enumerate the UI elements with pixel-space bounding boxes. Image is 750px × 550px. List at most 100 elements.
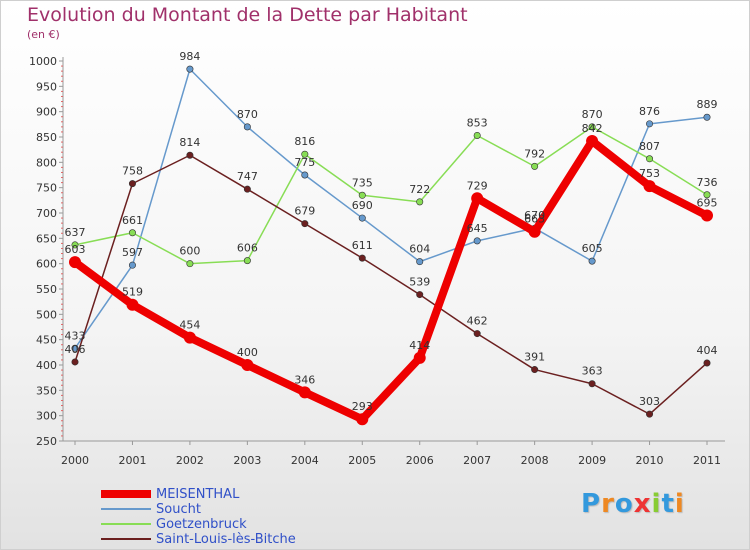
data-label: 454 — [179, 319, 200, 332]
legend-label: MEISENTHAL — [156, 487, 240, 502]
data-label: 870 — [582, 108, 603, 121]
data-label: 807 — [639, 140, 660, 153]
data-label: 293 — [352, 400, 373, 413]
data-point — [358, 214, 366, 222]
y-tick-label: 1000 — [29, 55, 57, 68]
data-point — [531, 162, 539, 170]
x-tick-label: 2003 — [233, 454, 261, 467]
data-point — [588, 380, 596, 388]
data-point — [301, 171, 309, 179]
series-saint-louis-l-s-bitche — [71, 151, 711, 418]
data-label: 661 — [122, 214, 143, 227]
series-line — [74, 126, 708, 265]
data-label: 775 — [294, 156, 315, 169]
x-tick-label: 2005 — [348, 454, 376, 467]
data-point — [701, 209, 713, 222]
data-labels-layer: 433 597 984 870 775 690 604 645 670 605 876 889 637 6… — [65, 50, 718, 413]
y-tick-label: 400 — [36, 359, 57, 372]
data-point — [416, 198, 424, 206]
data-label: 637 — [65, 226, 86, 239]
proxiti-logo: Proxiti — [581, 489, 685, 519]
data-label: 735 — [352, 176, 373, 189]
legend-swatch — [101, 490, 151, 498]
x-tick-label: 2007 — [463, 454, 491, 467]
data-point — [356, 413, 369, 426]
data-point — [473, 237, 481, 245]
y-tick-label: 300 — [36, 410, 57, 423]
data-point — [531, 366, 539, 374]
data-label: 876 — [639, 105, 660, 118]
data-label: 603 — [65, 243, 86, 256]
y-tick-label: 900 — [36, 106, 57, 119]
line-chart: 250 300 350 400 450 500 550 600 650 700 750 800 850 9… — [29, 50, 725, 467]
data-point — [358, 254, 366, 262]
x-tick-label: 2010 — [636, 454, 664, 467]
y-tick-label: 750 — [36, 182, 57, 195]
data-label: 519 — [122, 286, 143, 299]
data-label: 722 — [409, 183, 430, 196]
x-tick-label: 2009 — [578, 454, 606, 467]
data-label: 600 — [179, 245, 200, 258]
data-point — [301, 150, 309, 158]
data-label: 404 — [697, 344, 718, 357]
y-tick-label: 700 — [36, 207, 57, 220]
data-point — [243, 123, 251, 131]
data-label: 816 — [294, 135, 315, 148]
data-label: 814 — [179, 136, 200, 149]
chart-title: Evolution du Montant de la Dette par Hab… — [27, 4, 468, 26]
data-point — [471, 192, 484, 205]
data-point — [301, 220, 309, 228]
data-label: 604 — [409, 243, 430, 256]
x-tick-label: 2001 — [118, 454, 146, 467]
y-tick-label: 800 — [36, 156, 57, 169]
data-label: 792 — [524, 147, 545, 160]
data-point — [358, 191, 366, 199]
data-label: 690 — [352, 199, 373, 212]
data-point — [528, 225, 541, 238]
data-point — [128, 229, 136, 237]
data-point — [241, 359, 254, 371]
x-tick-label: 2004 — [291, 454, 319, 467]
y-tick-label: 650 — [36, 232, 57, 245]
data-point — [473, 330, 481, 338]
data-point — [588, 257, 596, 265]
data-point — [186, 151, 194, 159]
data-label: 462 — [467, 315, 488, 328]
data-point — [588, 123, 596, 131]
x-tick-label: 2000 — [61, 454, 89, 467]
logo-letter: o — [614, 489, 634, 519]
data-label: 758 — [122, 165, 143, 178]
logo-letter: P — [581, 489, 602, 519]
series-meisenthal — [69, 135, 713, 426]
logo-letter: r — [601, 489, 615, 519]
y-tick-label: 550 — [36, 283, 57, 296]
data-point — [71, 241, 79, 249]
chart-unit-label: (en €) — [27, 28, 60, 41]
data-point — [186, 260, 194, 268]
x-tick-label: 2002 — [176, 454, 204, 467]
data-label: 363 — [582, 365, 603, 378]
series-goetzenbruck — [71, 123, 711, 268]
y-tick-label: 950 — [36, 80, 57, 93]
y-tick-label: 600 — [36, 258, 57, 271]
data-point — [416, 258, 424, 266]
data-label: 695 — [697, 197, 718, 210]
y-tick-label: 850 — [36, 131, 57, 144]
data-label: 753 — [639, 167, 660, 180]
data-point — [416, 291, 424, 299]
series-layer — [69, 65, 713, 426]
data-label: 605 — [582, 242, 603, 255]
data-label: 400 — [237, 346, 258, 359]
axes: 250 300 350 400 450 500 550 600 650 700 750 800 850 9… — [29, 55, 725, 467]
data-point — [703, 113, 711, 121]
data-point — [473, 131, 481, 139]
data-label: 729 — [467, 179, 488, 192]
data-point — [298, 386, 311, 399]
legend-swatch — [101, 523, 151, 525]
y-tick-label: 500 — [36, 308, 57, 321]
data-point — [71, 344, 79, 352]
data-label: 346 — [294, 373, 315, 386]
legend-label: Goetzenbruck — [156, 517, 247, 532]
data-label: 853 — [467, 116, 488, 129]
